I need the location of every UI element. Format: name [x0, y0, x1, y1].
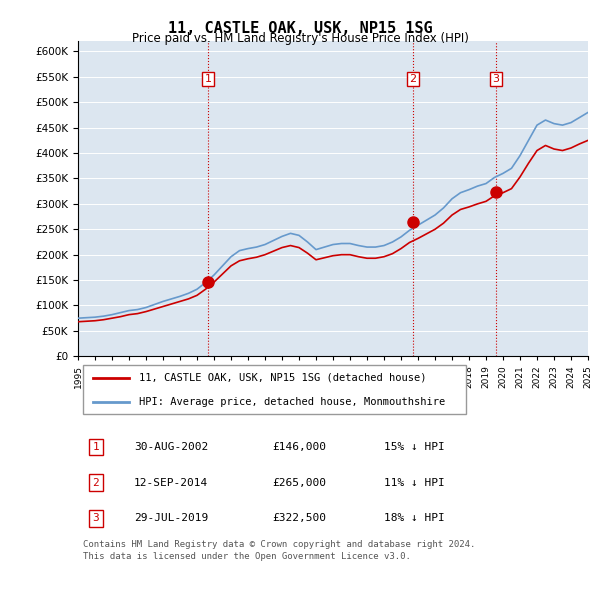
- Text: 30-AUG-2002: 30-AUG-2002: [134, 442, 208, 452]
- Text: Contains HM Land Registry data © Crown copyright and database right 2024.
This d: Contains HM Land Registry data © Crown c…: [83, 540, 475, 560]
- Text: 12-SEP-2014: 12-SEP-2014: [134, 478, 208, 487]
- Text: 11, CASTLE OAK, USK, NP15 1SG (detached house): 11, CASTLE OAK, USK, NP15 1SG (detached …: [139, 373, 427, 383]
- Text: £322,500: £322,500: [272, 513, 326, 523]
- Text: 29-JUL-2019: 29-JUL-2019: [134, 513, 208, 523]
- Text: 15% ↓ HPI: 15% ↓ HPI: [384, 442, 445, 452]
- Text: £146,000: £146,000: [272, 442, 326, 452]
- Text: 1: 1: [92, 442, 99, 452]
- Text: Price paid vs. HM Land Registry's House Price Index (HPI): Price paid vs. HM Land Registry's House …: [131, 32, 469, 45]
- Text: HPI: Average price, detached house, Monmouthshire: HPI: Average price, detached house, Monm…: [139, 396, 445, 407]
- Text: 11, CASTLE OAK, USK, NP15 1SG: 11, CASTLE OAK, USK, NP15 1SG: [167, 21, 433, 35]
- FancyBboxPatch shape: [83, 365, 466, 414]
- Text: 3: 3: [92, 513, 99, 523]
- Text: 2: 2: [92, 478, 99, 487]
- Text: 1: 1: [205, 74, 212, 84]
- Text: 2: 2: [410, 74, 416, 84]
- Text: 18% ↓ HPI: 18% ↓ HPI: [384, 513, 445, 523]
- Text: 3: 3: [493, 74, 499, 84]
- Text: £265,000: £265,000: [272, 478, 326, 487]
- Text: 11% ↓ HPI: 11% ↓ HPI: [384, 478, 445, 487]
